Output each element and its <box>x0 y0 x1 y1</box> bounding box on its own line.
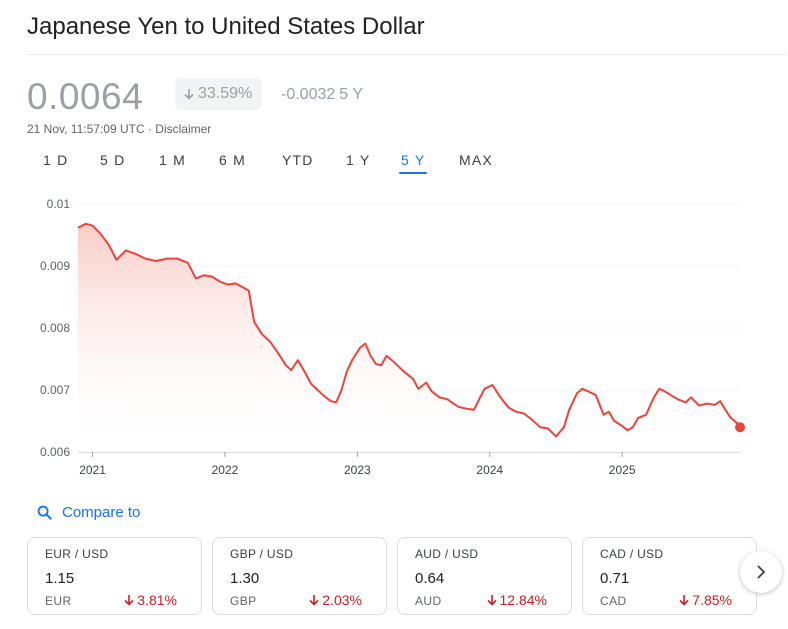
card-pair: GBP / USD <box>230 547 294 561</box>
percent-change-badge: 33.59% <box>175 78 263 110</box>
card-change-value: 12.84% <box>499 592 547 608</box>
card-pair: AUD / USD <box>415 547 479 561</box>
card-value: 0.71 <box>600 570 630 587</box>
arrow-down-icon <box>309 595 319 606</box>
timestamp-text: 21 Nov, 11:57:09 UTC <box>27 122 145 136</box>
currency-card-cad[interactable]: CAD / USD 0.71 CAD 7.85% <box>582 537 757 615</box>
card-pair: CAD / USD <box>600 547 664 561</box>
card-change-value: 3.81% <box>137 592 177 608</box>
current-price: 0.0064 <box>27 76 144 117</box>
tab-5y[interactable]: 5 Y <box>398 152 428 174</box>
y-tick-label: 0.008 <box>40 321 70 335</box>
card-currency: GBP <box>230 594 257 608</box>
title-divider <box>27 54 787 55</box>
change-period: 5 Y <box>339 86 363 103</box>
card-change: 7.85% <box>678 592 732 608</box>
y-tick-label: 0.01 <box>47 197 71 211</box>
card-value: 0.64 <box>415 570 445 587</box>
currency-card-aud[interactable]: AUD / USD 0.64 AUD 12.84% <box>397 537 572 615</box>
search-icon <box>37 505 52 520</box>
x-tick-label: 2022 <box>212 463 239 477</box>
card-change-value: 7.85% <box>692 592 732 608</box>
arrow-down-icon <box>124 595 134 606</box>
tab-1m[interactable]: 1 M <box>159 152 186 168</box>
compare-to-label: Compare to <box>62 504 141 521</box>
arrow-down-icon <box>486 595 497 606</box>
tab-1d[interactable]: 1 D <box>43 152 69 168</box>
tab-max[interactable]: MAX <box>459 152 493 168</box>
y-tick-label: 0.009 <box>40 259 70 273</box>
x-tick-label: 2021 <box>79 463 106 477</box>
x-tick-label: 2023 <box>344 463 371 477</box>
card-pair: EUR / USD <box>45 547 109 561</box>
absolute-change-value: -0.0032 <box>281 86 336 103</box>
y-tick-label: 0.006 <box>40 445 70 459</box>
card-currency: CAD <box>600 594 627 608</box>
series-line <box>77 222 741 438</box>
absolute-change: -0.0032 5 Y <box>281 86 367 104</box>
range-tabs: 1 D 5 D 1 M 6 M YTD 1 Y 5 Y MAX <box>0 152 520 176</box>
card-change-value: 2.03% <box>322 592 362 608</box>
percent-change-value: 33.59% <box>198 85 253 102</box>
tab-1y[interactable]: 1 Y <box>346 152 371 168</box>
arrow-down-icon <box>184 89 194 100</box>
card-change: 2.03% <box>308 592 362 608</box>
card-change: 3.81% <box>123 592 177 608</box>
card-value: 1.30 <box>230 570 260 587</box>
tab-6m[interactable]: 6 M <box>219 152 246 168</box>
card-currency: EUR <box>45 594 72 608</box>
x-tick-label: 2025 <box>609 463 636 477</box>
y-tick-label: 0.007 <box>40 383 70 397</box>
currency-card-eur[interactable]: EUR / USD 1.15 EUR 3.81% <box>27 537 202 615</box>
x-tick-label: 2024 <box>476 463 503 477</box>
next-cards-button[interactable] <box>740 551 782 593</box>
currency-card-gbp[interactable]: GBP / USD 1.30 GBP 2.03% <box>212 537 387 615</box>
card-value: 1.15 <box>45 570 75 587</box>
quote-timestamp: 21 Nov, 11:57:09 UTC · Disclaimer <box>27 122 211 136</box>
tab-ytd[interactable]: YTD <box>282 152 314 168</box>
page-title: Japanese Yen to United States Dollar <box>27 13 425 40</box>
card-currency: AUD <box>415 594 442 608</box>
timestamp-separator: · <box>144 122 156 136</box>
price-chart[interactable]: 0.01 0.009 0.008 0.007 0.006 2021 2022 2023 2024… <box>0 190 788 490</box>
disclaimer-link[interactable]: Disclaimer <box>155 122 212 136</box>
card-change: 12.84% <box>486 592 547 608</box>
series-area <box>78 223 740 452</box>
arrow-down-icon <box>679 595 689 606</box>
chevron-right-icon <box>757 565 766 579</box>
compare-to-button[interactable]: Compare to <box>37 504 140 521</box>
tab-5d[interactable]: 5 D <box>100 152 126 168</box>
last-point-marker <box>735 422 745 433</box>
